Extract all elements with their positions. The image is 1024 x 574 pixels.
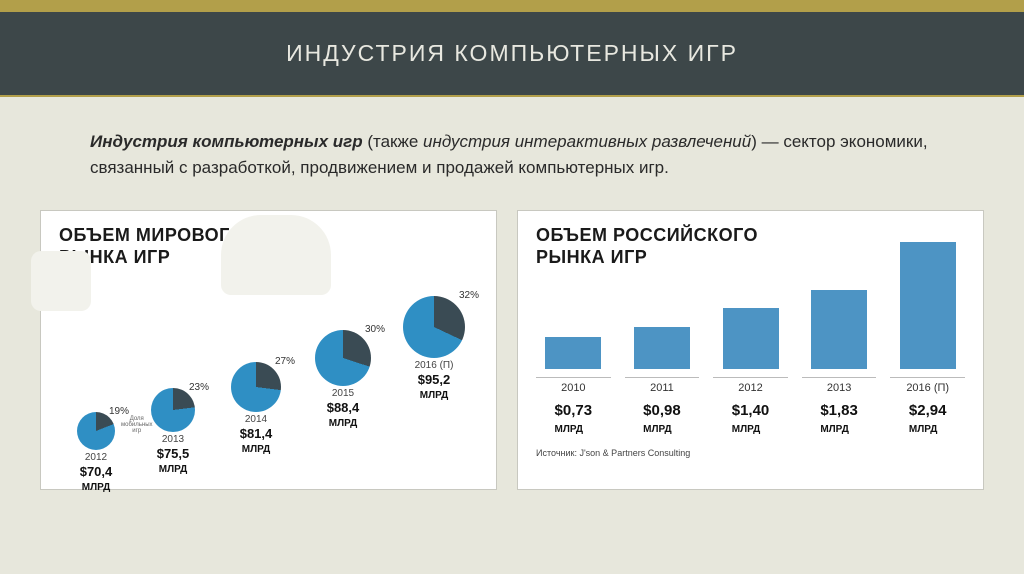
pie-item: 23%2013$75,5МЛРД [151,388,195,476]
bar [634,327,690,369]
description-text: Индустрия компьютерных игр (также индуст… [0,97,1024,200]
world-market-chart: ОБЪЕМ МИРОВОГО РЫНКА ИГР 19%Доля мобильн… [40,210,497,490]
bar-value-label: $2,94МЛРД [909,402,947,436]
bar [811,290,867,369]
pie-value-label: $95,2МЛРД [403,373,465,402]
pie-value-label: $88,4МЛРД [315,401,371,430]
pie-icon [77,412,115,450]
bar-value-label: $0,98МЛРД [643,402,681,436]
pie-pct-label: 30% [365,324,385,335]
pie-icon [403,296,465,358]
bar-year-label: 2013 [802,377,877,394]
desc-term: Индустрия компьютерных игр [90,132,363,151]
charts-row: ОБЪЕМ МИРОВОГО РЫНКА ИГР 19%Доля мобильн… [0,200,1024,490]
pie-icon [151,388,195,432]
pie-item: 30%2015$88,4МЛРД [315,330,371,430]
bar-year-label: 2012 [713,377,788,394]
pie-icon [231,362,281,412]
bar-column: 2013 $1,83МЛРД [802,290,877,436]
bar-value-label: $0,73МЛРД [555,402,593,436]
pie-item: 27%2014$81,4МЛРД [231,362,281,456]
page-title: ИНДУСТРИЯ КОМПЬЮТЕРНЫХ ИГР [286,40,738,66]
bar-year-label: 2016 (П) [890,377,965,394]
accent-bar [0,0,1024,12]
bar [723,308,779,369]
bar-column: 2011 $0,98МЛРД [625,327,700,436]
bar-year-label: 2011 [625,377,700,394]
pie-pct-label: 32% [459,290,479,301]
bar [545,337,601,369]
pie-year-label: 2015 [315,388,371,399]
pie-item: 19%Доля мобильных игр2012$70,4МЛРД [77,412,115,494]
bar-value-label: $1,40МЛРД [732,402,770,436]
pie-icon [315,330,371,386]
bar-year-label: 2010 [536,377,611,394]
bar-column: 2016 (П) $2,94МЛРД [890,242,965,436]
pie-pct-label: 27% [275,356,295,367]
pie-value-label: $75,5МЛРД [151,447,195,476]
tiny-caption: Доля мобильных игр [121,416,153,434]
pie-value-label: $81,4МЛРД [231,427,281,456]
ru-chart-source: Источник: J'son & Partners Consulting [536,448,965,458]
bar-column: 2010 $0,73МЛРД [536,337,611,436]
pie-year-label: 2012 [77,452,115,463]
bar-value-label: $1,83МЛРД [820,402,858,436]
ru-market-chart: ОБЪЕМ РОССИЙСКОГО РЫНКА ИГР 2010$0,73МЛР… [517,210,984,490]
pie-item: 32%2016 (П)$95,2МЛРД [403,296,465,402]
world-chart-body: 19%Доля мобильных игр2012$70,4МЛРД23%201… [59,274,478,474]
desc-alt-term: индустрия интерактивных развлечений [423,132,751,151]
ru-chart-body: 2010$0,73МЛРД2011$0,98МЛРД2012$1,40МЛРД2… [536,286,965,436]
page-header: ИНДУСТРИЯ КОМПЬЮТЕРНЫХ ИГР [0,12,1024,97]
desc-mid1: (также [363,132,423,151]
pie-value-label: $70,4МЛРД [77,465,115,494]
pie-year-label: 2013 [151,434,195,445]
bar [900,242,956,369]
pie-year-label: 2014 [231,414,281,425]
bar-column: 2012 $1,40МЛРД [713,308,788,436]
pie-year-label: 2016 (П) [403,360,465,371]
pie-pct-label: 23% [189,382,209,393]
